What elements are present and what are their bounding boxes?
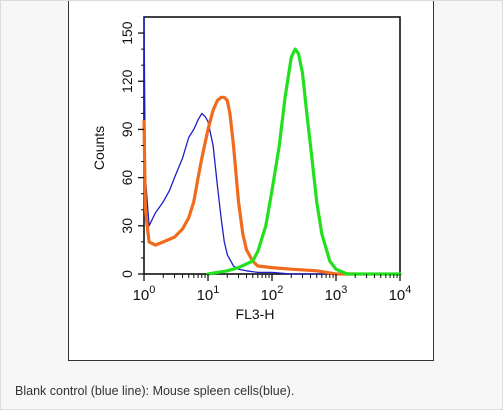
- x-tick-label: 101: [197, 284, 220, 304]
- series-line-1: [143, 16, 337, 275]
- x-axis-label: FL3-H: [236, 306, 275, 322]
- x-tick-label: 103: [325, 284, 348, 304]
- x-tick-label: 102: [261, 284, 284, 304]
- series-line-2: [142, 95, 357, 276]
- histogram-chart: 0 30 60 90 120 150 100 101 102 103 104 FL3-H Coun…: [91, 16, 412, 322]
- y-tick-label: 150: [119, 21, 135, 45]
- y-tick-label: 120: [119, 69, 135, 93]
- x-tick-label: 104: [389, 284, 412, 304]
- plot-area-frame: [143, 16, 401, 275]
- y-tick-label: 60: [119, 170, 135, 186]
- x-tick-label: 100: [133, 284, 156, 304]
- y-tick-label: 90: [119, 121, 135, 137]
- x-ticks: 100 101 102 103 104: [133, 274, 412, 304]
- y-tick-label: 30: [119, 218, 135, 234]
- y-tick-label: 0: [119, 270, 135, 278]
- series-line-3: [206, 47, 402, 276]
- figure-caption: Blank control (blue line): Mouse spleen …: [15, 384, 295, 398]
- series-layer: [142, 16, 402, 276]
- y-axis-label: Counts: [91, 126, 107, 170]
- y-ticks: 0 30 60 90 120 150: [119, 21, 144, 278]
- chart-image-frame: 0 30 60 90 120 150 100 101 102 103 104 FL3-H Coun…: [68, 1, 434, 361]
